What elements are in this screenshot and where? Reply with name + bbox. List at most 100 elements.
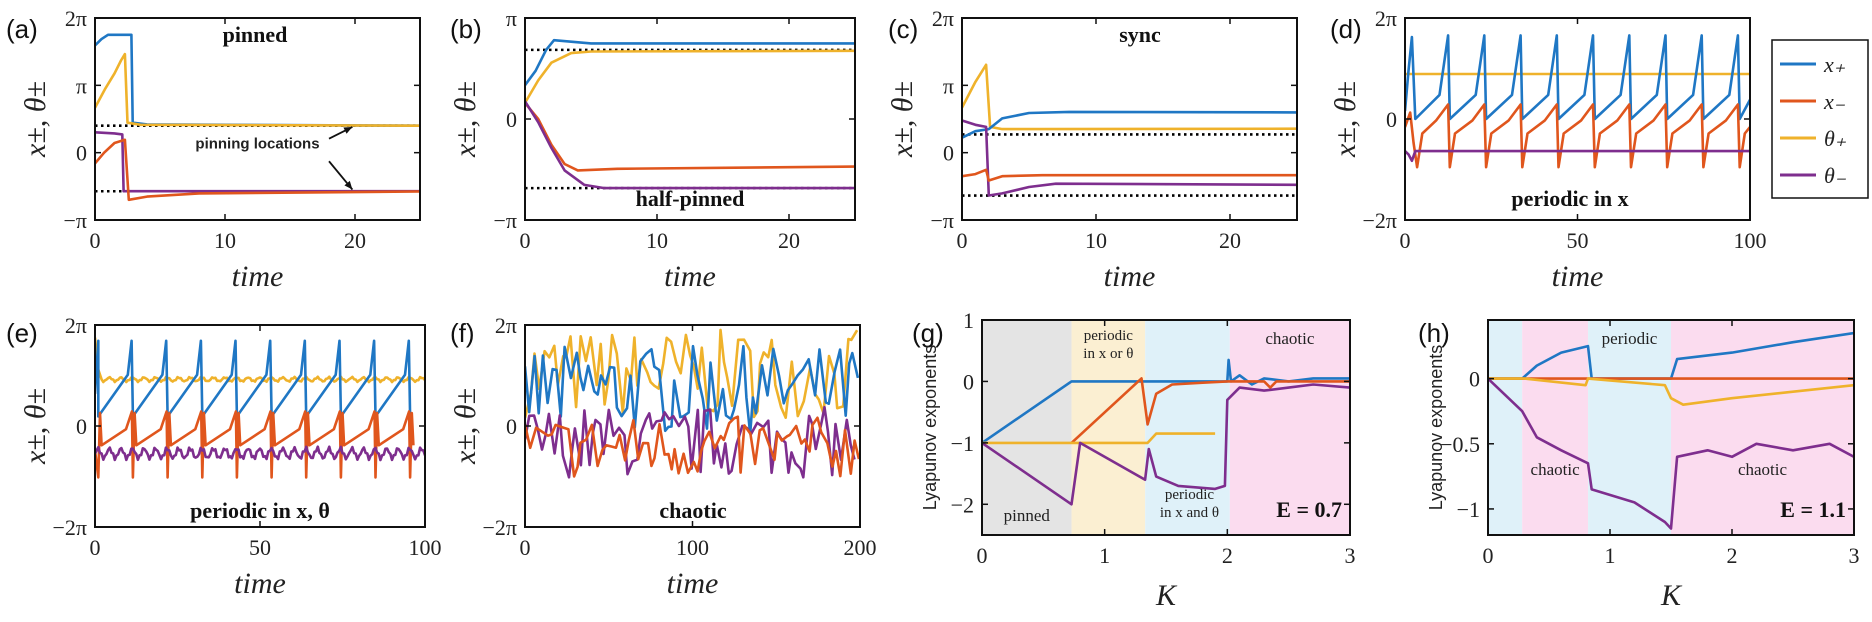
- legend-label: x₊: [1823, 52, 1846, 77]
- series-x-minus: [95, 410, 415, 479]
- y-tick-label: 0: [76, 414, 87, 439]
- y-axis-label: x±, θ±: [19, 81, 52, 158]
- series-theta-minus: [962, 119, 1297, 197]
- x-tick-label: 50: [1567, 228, 1589, 253]
- region-periodic_xy: [1071, 320, 1146, 535]
- plot-area: [525, 38, 855, 190]
- plot-area: [95, 337, 425, 479]
- y-tick-label: 2π: [65, 6, 87, 31]
- region-label: in x and θ: [1160, 505, 1219, 521]
- x-tick-label: 3: [1345, 543, 1356, 568]
- parameter-E-label: E = 1.1: [1780, 497, 1846, 522]
- panel-label: (h): [1418, 318, 1450, 348]
- series-theta-minus: [95, 445, 425, 462]
- parameter-E-label: E = 0.7: [1276, 497, 1342, 522]
- y-tick-label: −2π: [52, 515, 87, 540]
- y-tick-label: 0: [76, 141, 87, 166]
- x-axis-label: time: [1104, 260, 1156, 293]
- x-axis-label: time: [667, 567, 719, 600]
- y-tick-label: −1: [951, 431, 974, 456]
- plot-area: [982, 358, 1350, 506]
- region-label: chaotic: [1265, 329, 1315, 348]
- series-theta-plus: [1488, 377, 1854, 406]
- x-axis-label: K: [1155, 579, 1178, 612]
- region-label: chaotic: [1738, 460, 1788, 479]
- region-label: periodic: [1165, 487, 1214, 503]
- y-axis-label: x±, θ±: [1329, 81, 1362, 158]
- y-tick-label: 0: [963, 369, 974, 394]
- x-tick-label: 10: [646, 228, 668, 253]
- legend-box: [1771, 39, 1869, 199]
- y-tick-label: 0: [1469, 367, 1480, 392]
- panel-h: 0 1 2 3 0 −0.5 −1 (h) K Lyapunov exponents chaotic…: [1418, 318, 1860, 612]
- y-axis-label: x±, θ±: [449, 388, 482, 465]
- region-chaotic: [1229, 320, 1350, 535]
- series-theta-plus: [525, 328, 859, 419]
- y-tick-label: 0: [943, 141, 954, 166]
- series-x-plus: [95, 339, 412, 418]
- y-tick-label: −2π: [1362, 208, 1397, 233]
- x-tick-label: 0: [977, 543, 988, 568]
- y-tick-label: 2π: [932, 6, 954, 31]
- x-tick-label: 0: [90, 535, 101, 560]
- region-label: in x or θ: [1083, 346, 1133, 362]
- panel-label: (a): [6, 14, 38, 44]
- plot-area: [962, 63, 1297, 197]
- series-x-plus: [525, 38, 855, 86]
- series-theta-minus: [95, 131, 420, 193]
- regime-title: periodic in x: [1511, 186, 1628, 211]
- panel-label: (f): [450, 318, 475, 348]
- series-theta-minus: [982, 383, 1350, 506]
- axes-frame: [94, 17, 421, 221]
- y-tick-label: 0: [506, 414, 517, 439]
- series-theta-plus: [95, 52, 420, 127]
- panel-label: (b): [450, 14, 482, 44]
- x-tick-label: 0: [957, 228, 968, 253]
- plot-area: [1405, 34, 1750, 169]
- series-theta-minus: [1405, 149, 1750, 163]
- y-axis-label: Lyapunov exponents: [1426, 345, 1446, 510]
- legend-label: θ₋: [1824, 163, 1847, 188]
- region-label: periodic: [1084, 328, 1133, 344]
- y-tick-label: −π: [493, 208, 517, 233]
- region-periodic_both: [1145, 320, 1230, 535]
- axes-frame: [1487, 319, 1855, 536]
- x-tick-label: 100: [1734, 228, 1767, 253]
- x-axis-label: K: [1660, 579, 1683, 612]
- x-tick-label: 0: [1483, 543, 1494, 568]
- y-tick-label: −2: [951, 492, 974, 517]
- region-pinned: [982, 320, 1072, 535]
- x-tick-label: 100: [409, 535, 442, 560]
- series-x-minus: [1405, 103, 1750, 169]
- annotation-arrowhead: [344, 180, 353, 190]
- region-label: periodic: [1602, 329, 1658, 348]
- series-theta-plus: [962, 63, 1297, 131]
- series-x-minus: [962, 168, 1297, 182]
- panel-label: (c): [888, 14, 918, 44]
- y-tick-label: 2π: [495, 313, 517, 338]
- y-tick-label: −0.5: [1440, 432, 1480, 457]
- series-x-plus: [95, 33, 420, 127]
- x-axis-label: time: [1552, 260, 1604, 293]
- annotation-label: pinning locations: [195, 135, 319, 152]
- legend-label: x₋: [1823, 89, 1846, 114]
- series-x-minus: [95, 138, 420, 202]
- x-tick-label: 10: [214, 228, 236, 253]
- y-tick-label: 2π: [1375, 6, 1397, 31]
- regime-title: half-pinned: [636, 186, 745, 211]
- series-theta-minus: [525, 405, 856, 479]
- series-x-minus: [1070, 377, 1350, 444]
- y-tick-label: −π: [63, 208, 87, 233]
- region-periodic_both: [1588, 320, 1671, 535]
- x-tick-label: 50: [249, 535, 271, 560]
- series-x-plus: [962, 110, 1297, 139]
- x-tick-label: 1: [1099, 543, 1110, 568]
- panel-label: (g): [912, 318, 944, 348]
- regime-title: pinned: [223, 22, 288, 47]
- x-tick-label: 20: [1219, 228, 1241, 253]
